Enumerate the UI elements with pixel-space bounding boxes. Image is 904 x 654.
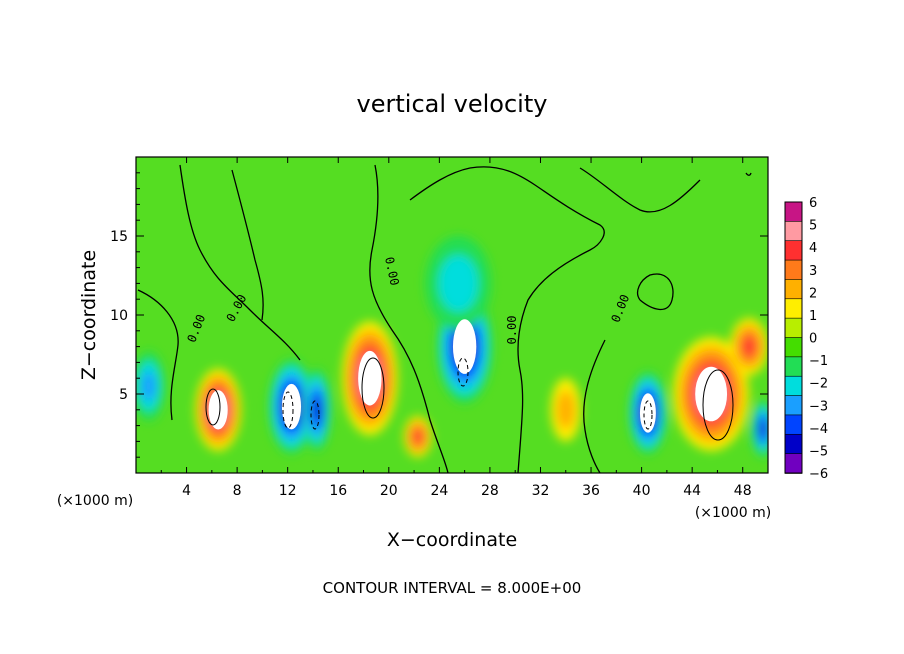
chart-title: vertical velocity (357, 90, 548, 118)
colorbar-label: 3 (809, 264, 817, 279)
colorbar: 6 5 4 3 2 1 0 −1 −2 −3 −4 −5 −6 (784, 196, 828, 482)
y-tick-label: 5 (119, 387, 128, 403)
x-tick-label: 20 (380, 483, 398, 499)
colorbar-swatch (784, 240, 803, 261)
colorbar-swatch (784, 279, 803, 300)
heat-cell (425, 236, 492, 331)
plot-field (136, 157, 768, 473)
heat-cell (403, 416, 432, 458)
heat-cell (302, 368, 331, 451)
colorbar-swatch (784, 453, 803, 474)
colorbar-swatch (784, 317, 803, 339)
heat-core (639, 393, 656, 433)
x-tick-label: 12 (279, 483, 297, 499)
y-tick-label: 15 (110, 229, 128, 245)
x-unit-left: (×1000 m) (57, 493, 133, 509)
colorbar-swatch (784, 356, 803, 378)
x-tick-label: 16 (329, 483, 347, 499)
heat-cell (550, 378, 581, 442)
heat-cell (136, 351, 166, 421)
x-tick-label: 24 (430, 483, 448, 499)
heat-level (438, 254, 479, 312)
colorbar-swatch (784, 259, 803, 281)
colorbar-swatch (784, 337, 803, 358)
colorbar-swatch (784, 414, 803, 436)
inner-contours (205, 357, 734, 441)
colorbar-frame (784, 201, 803, 474)
heat-cell (730, 318, 768, 376)
x-tick-label: 48 (734, 483, 752, 499)
colorbar-swatch (784, 375, 803, 397)
colorbar-label: 6 (809, 196, 817, 211)
x-tick-label: 40 (633, 483, 651, 499)
heat-level (141, 371, 156, 401)
colorbar-swatch (784, 395, 803, 416)
contour-label: 0.00 (505, 316, 519, 345)
colorbar-label: −5 (809, 444, 828, 459)
x-tick-label: 8 (233, 483, 242, 499)
heat-level (742, 337, 756, 357)
colorbar-label: −3 (809, 399, 828, 414)
heat-level (556, 390, 575, 429)
colorbar-label: −2 (809, 377, 828, 392)
heat-core (358, 350, 382, 406)
colorbar-swatch (784, 298, 803, 319)
heat-core (208, 390, 228, 430)
contour-label: 0.00 (382, 256, 402, 287)
colorbar-swatch (784, 221, 803, 242)
colorbar-swatch (784, 433, 803, 455)
contour-interval-note: CONTOUR INTERVAL = 8.000E+00 (323, 579, 582, 597)
heat-level (413, 429, 423, 444)
heat-core (452, 319, 477, 374)
colorbar-label: −4 (809, 422, 828, 437)
colorbar-label: 0 (809, 332, 817, 347)
x-tick-label: 32 (532, 483, 550, 499)
x-tick-label: 28 (481, 483, 499, 499)
colorbar-label: 2 (809, 286, 817, 301)
colorbar-label: 5 (809, 219, 817, 234)
heat-cell (751, 400, 768, 458)
zero-contours (137, 164, 752, 473)
x-unit-right: (×1000 m) (695, 505, 771, 521)
heat-core (695, 366, 728, 422)
colorbar-swatch (784, 201, 803, 223)
heat-core (281, 383, 302, 430)
x-tick-label: 44 (683, 483, 701, 499)
colorbar-label: −6 (809, 467, 828, 482)
colorbar-label: −1 (809, 354, 828, 369)
x-tick-label: 36 (582, 483, 600, 499)
heat-level (759, 421, 767, 437)
colorbar-label: 4 (809, 241, 817, 256)
y-tick-label: 10 (110, 308, 128, 324)
x-axis-label: X−coordinate (387, 529, 517, 551)
y-axis-label: Z−coordinate (78, 250, 100, 380)
colorbar-label: 1 (809, 309, 817, 324)
x-tick-label: 4 (182, 483, 191, 499)
